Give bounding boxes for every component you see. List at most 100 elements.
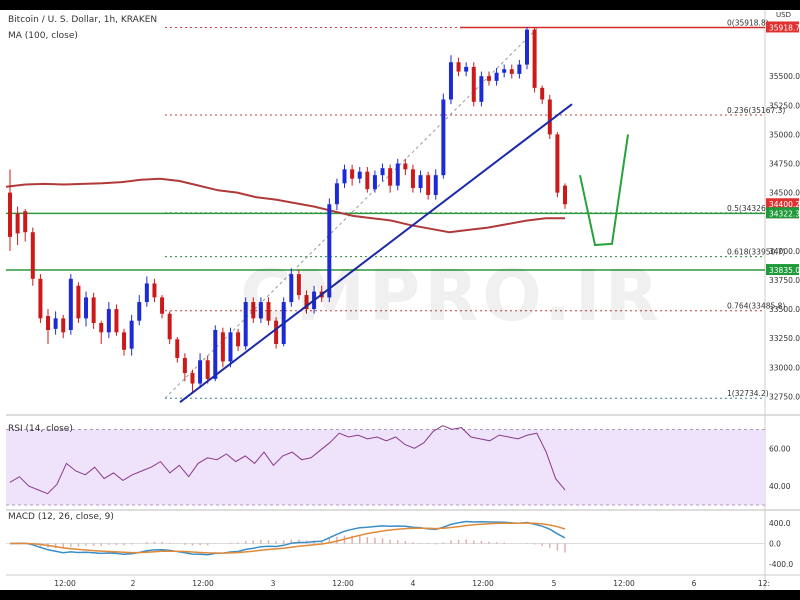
candle-body bbox=[213, 330, 218, 379]
price-tick-label: 35250.0 bbox=[769, 101, 800, 110]
fib-level-label: 0.764(33485.8) bbox=[727, 302, 785, 311]
candle-body bbox=[15, 213, 20, 234]
price-tag bbox=[766, 21, 799, 33]
candle-body bbox=[380, 168, 385, 176]
candle-body bbox=[403, 163, 408, 170]
candle-body bbox=[190, 373, 195, 384]
time-tick-label: 12:00 bbox=[332, 579, 354, 588]
candle-body bbox=[555, 134, 560, 193]
candle-body bbox=[160, 297, 165, 314]
candle-body bbox=[68, 278, 73, 330]
candle-body bbox=[524, 29, 529, 65]
candle-body bbox=[84, 297, 89, 319]
time-tick-label: 12:00 bbox=[54, 579, 76, 588]
candle-body bbox=[23, 211, 28, 233]
price-tick-label: 33500.0 bbox=[769, 305, 800, 314]
price-tick-label: 33750.0 bbox=[769, 276, 800, 285]
currency-label: USD bbox=[776, 11, 791, 19]
macd-tick-label: 0.0 bbox=[769, 540, 781, 549]
fib-level-label: 0(35918.8) bbox=[727, 18, 769, 27]
time-tick-label: 3 bbox=[271, 579, 276, 588]
time-tick-label: 4 bbox=[411, 579, 416, 588]
candle-body bbox=[296, 274, 301, 296]
fib-level-label: 0.236(35167.3) bbox=[727, 106, 785, 115]
candle-body bbox=[334, 183, 339, 205]
ma100-line bbox=[5, 177, 565, 234]
price-tick-label: 35000.0 bbox=[769, 130, 800, 139]
price-tick-label: 34000.0 bbox=[769, 247, 800, 256]
macd-line bbox=[9, 520, 566, 556]
candle-body bbox=[426, 175, 431, 195]
candle-body bbox=[456, 62, 461, 72]
candle-body bbox=[46, 316, 51, 330]
price-tick-label: 34500.0 bbox=[769, 189, 800, 198]
time-tick-label: 12:00 bbox=[192, 579, 214, 588]
candle-body bbox=[8, 192, 12, 237]
candle-body bbox=[114, 309, 119, 333]
candle-body bbox=[395, 163, 400, 186]
time-tick-label: 12:00 bbox=[613, 579, 635, 588]
candle-body bbox=[251, 302, 256, 319]
candle-body bbox=[357, 171, 362, 179]
candle-body bbox=[486, 76, 491, 81]
candle-body bbox=[198, 360, 203, 384]
candle-body bbox=[540, 87, 545, 100]
time-tick-label: 5 bbox=[552, 579, 557, 588]
candle-body bbox=[91, 297, 96, 324]
candle-body bbox=[122, 332, 127, 350]
price-tag bbox=[766, 207, 799, 219]
candle-body bbox=[38, 278, 43, 319]
fib-level-label: 1(32734.2) bbox=[727, 389, 769, 398]
candle-body bbox=[372, 175, 377, 190]
candle-body bbox=[220, 332, 225, 362]
price-tick-label: 35500.0 bbox=[769, 72, 800, 81]
macd-tick-label: -400.0 bbox=[769, 560, 793, 569]
candle-body bbox=[448, 62, 453, 100]
time-tick-label: 2 bbox=[131, 579, 136, 588]
candle-body bbox=[175, 339, 180, 358]
price-tag-label: 35918.7 bbox=[769, 23, 800, 32]
candle-body bbox=[61, 318, 66, 333]
candle-body bbox=[274, 320, 279, 344]
time-tick-label: 6 bbox=[692, 579, 697, 588]
candle-body bbox=[464, 66, 469, 72]
rsi-line bbox=[9, 425, 566, 495]
candle-body bbox=[350, 169, 355, 179]
candle-body bbox=[479, 76, 484, 102]
time-tick-label: 12: bbox=[758, 579, 770, 588]
rsi-label: RSI (14, close) bbox=[8, 424, 73, 434]
candle-body bbox=[30, 232, 35, 279]
time-tick-label: 12:00 bbox=[472, 579, 494, 588]
candle-body bbox=[266, 302, 271, 321]
chart-frame: 35500.0 35250.0 35000.0 34750.0 34500.0 34000… bbox=[0, 10, 800, 590]
candle-body bbox=[509, 69, 514, 74]
candle-body bbox=[563, 185, 567, 205]
candle-body bbox=[99, 323, 104, 333]
candle-body bbox=[502, 69, 507, 73]
fib-level-label: 0.5(34326.5) bbox=[727, 204, 776, 213]
candle-body bbox=[76, 285, 81, 319]
candle-body bbox=[365, 171, 370, 190]
macd-tick-label: 400.0 bbox=[769, 519, 791, 528]
price-tick-label: 34750.0 bbox=[769, 160, 800, 169]
price-tag-label: 34400.2 bbox=[769, 200, 800, 209]
candle-body bbox=[547, 99, 552, 135]
candle-body bbox=[441, 99, 446, 176]
candle-body bbox=[289, 274, 294, 303]
trendline bbox=[179, 103, 573, 403]
chart-title: Bitcoin / U. S. Dollar, 1h, KRAKEN bbox=[8, 15, 158, 25]
ma-label: MA (100, close) bbox=[8, 31, 78, 41]
candle-body bbox=[205, 360, 210, 379]
candle-body bbox=[327, 204, 332, 298]
candle-body bbox=[304, 295, 309, 310]
candle-body bbox=[410, 169, 415, 188]
candle-body bbox=[471, 66, 476, 102]
candle-body bbox=[243, 302, 248, 347]
candle-body bbox=[418, 175, 423, 188]
chart-canvas[interactable]: 35500.0 35250.0 35000.0 34750.0 34500.0 34000… bbox=[0, 10, 800, 590]
price-tag-label: 33835.0 bbox=[769, 266, 800, 275]
candle-body bbox=[182, 357, 187, 374]
candle-body bbox=[152, 283, 157, 298]
macd-label: MACD (12, 26, close, 9) bbox=[8, 512, 114, 522]
candle-body bbox=[342, 169, 347, 184]
